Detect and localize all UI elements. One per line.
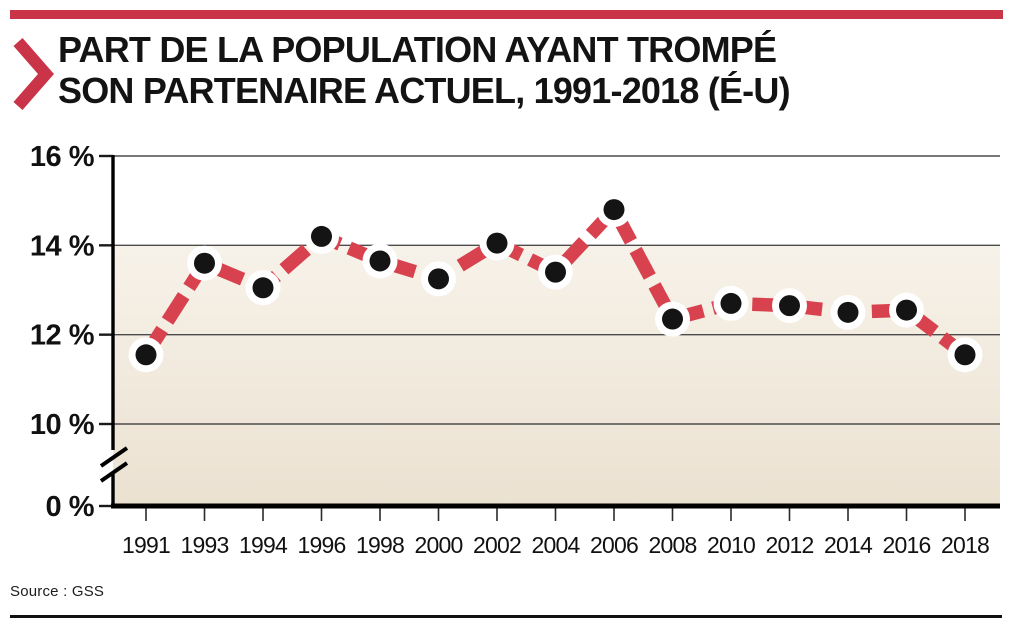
x-axis-label-2010: 2010 [707, 532, 755, 558]
data-point-1996 [311, 225, 332, 247]
data-point-1998 [369, 250, 391, 272]
axis-break-slash-2 [99, 461, 129, 483]
y-axis-label-10: 10 % [30, 409, 95, 441]
source-note: Source : GSS [10, 583, 105, 600]
data-point-2018 [954, 344, 976, 366]
chevron-right-icon [13, 38, 54, 110]
chart-title: PART DE LA POPULATION AYANT TROMPÉ SON P… [58, 29, 988, 111]
x-axis-label-2016: 2016 [883, 532, 931, 558]
x-axis-label-2008: 2008 [649, 532, 697, 558]
bottom-rule [10, 615, 1002, 618]
data-point-2012 [779, 295, 800, 317]
chart-title-line2: SON PARTENAIRE ACTUEL, 1991-2018 (É-U) [58, 70, 791, 111]
data-point-1991 [135, 344, 157, 366]
x-axis-label-2018: 2018 [941, 532, 989, 558]
accent-top-bar [10, 10, 1003, 19]
x-axis-label-1991: 1991 [122, 532, 170, 558]
axis-break-slash-1 [99, 446, 129, 468]
x-axis-label-2012: 2012 [766, 532, 814, 558]
data-point-2002 [486, 232, 508, 254]
x-axis-label-2014: 2014 [824, 532, 873, 558]
data-point-2006 [603, 199, 625, 221]
data-point-2010 [720, 292, 742, 314]
chevron-stroke [13, 38, 54, 110]
y-axis-label-14: 14 % [30, 230, 95, 262]
x-axis-label-2002: 2002 [473, 532, 521, 558]
x-axis-label-1996: 1996 [298, 532, 346, 558]
x-axis-label-1993: 1993 [181, 532, 229, 558]
x-axis-label-2006: 2006 [590, 532, 638, 558]
y-axis-label-0: 0 % [46, 491, 95, 523]
x-axis-label-1994: 1994 [239, 532, 288, 558]
data-point-1994 [252, 277, 274, 299]
data-point-2004 [545, 261, 566, 283]
data-point-2000 [428, 268, 449, 290]
x-axis-label-2000: 2000 [415, 532, 463, 558]
data-point-2014 [837, 301, 859, 323]
data-point-2016 [896, 299, 917, 321]
x-axis-label-1998: 1998 [356, 532, 404, 558]
y-axis-label-16: 16 % [30, 141, 95, 173]
chart-title-line1: PART DE LA POPULATION AYANT TROMPÉ [58, 29, 777, 70]
data-point-2008 [662, 308, 683, 330]
y-axis-label-12: 12 % [30, 320, 95, 352]
x-axis-label-2004: 2004 [532, 532, 581, 558]
data-point-1993 [194, 252, 215, 274]
